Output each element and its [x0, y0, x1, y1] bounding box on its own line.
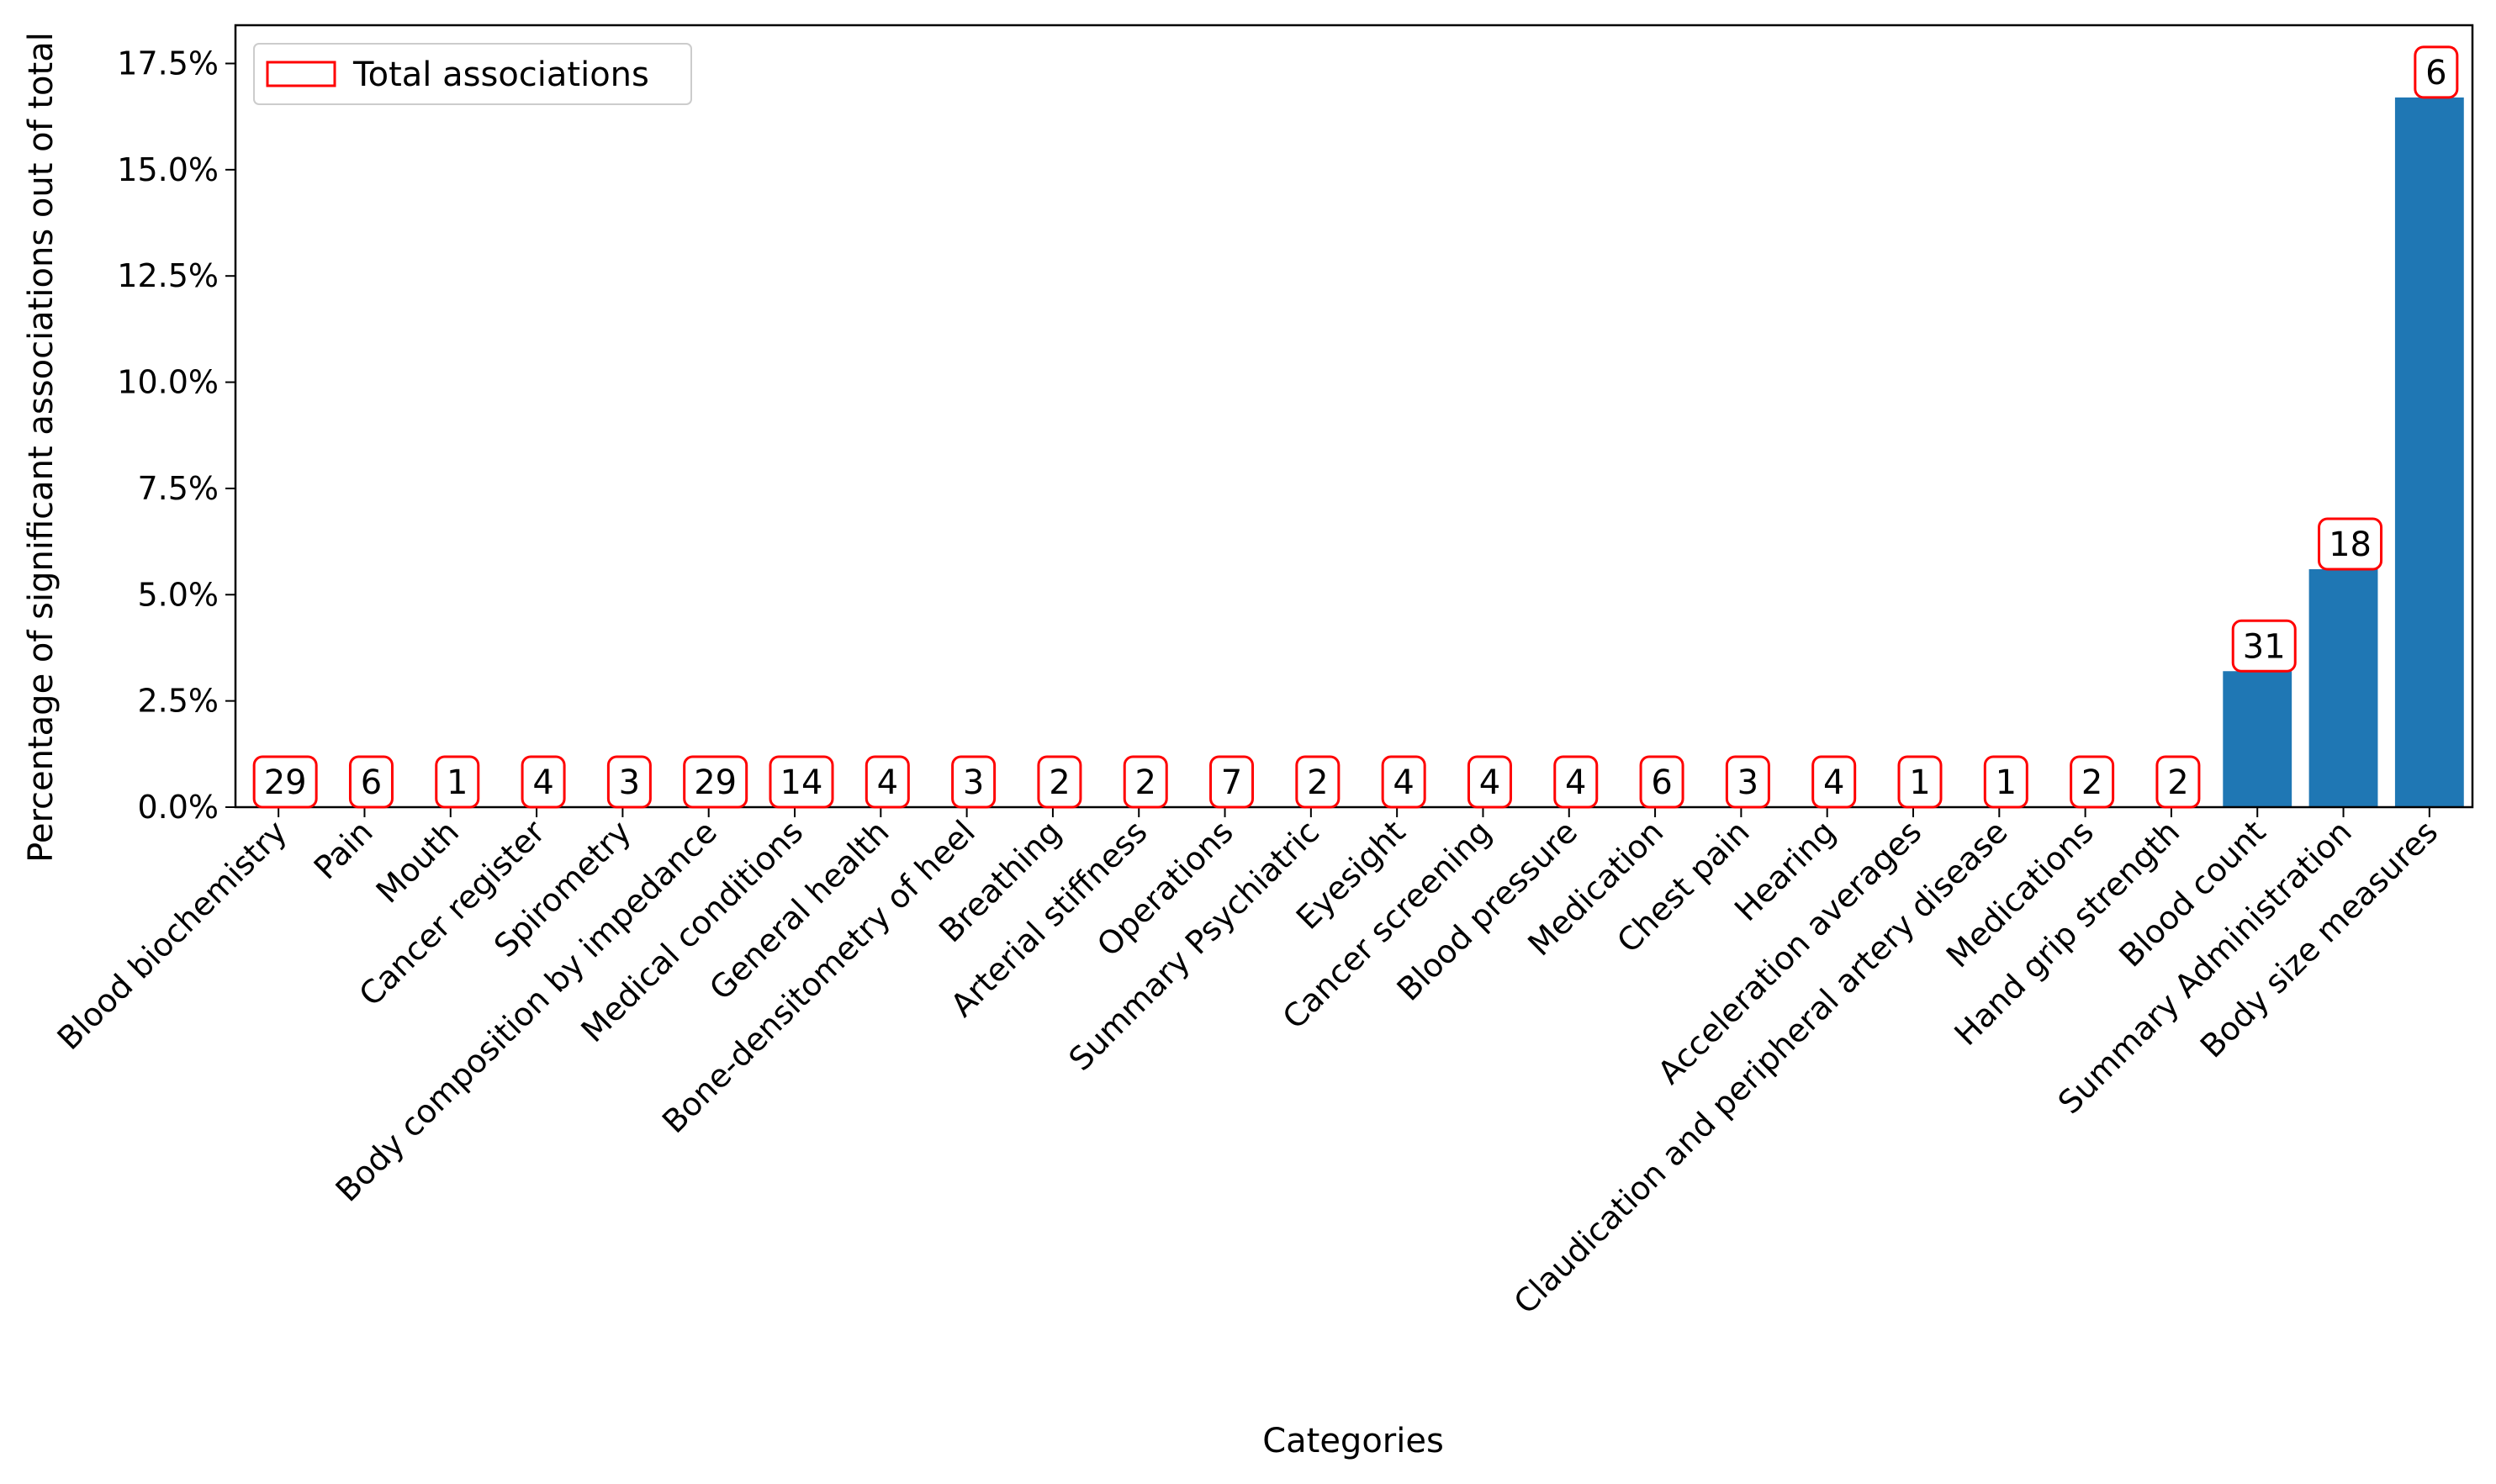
bar-24: [2308, 568, 2378, 807]
count-label: 1: [1909, 763, 1930, 802]
count-box: [2414, 45, 2459, 99]
count-box: [2070, 755, 2115, 809]
plot-frame: [234, 24, 2474, 809]
count-label: 31: [2243, 627, 2286, 666]
count-label: 4: [1479, 763, 1500, 802]
count-label: 4: [1565, 763, 1586, 802]
count-label: 4: [1393, 763, 1414, 802]
count-label: 7: [1221, 763, 1242, 802]
count-box: [1295, 755, 1341, 809]
count-box: [1037, 755, 1082, 809]
count-label: 3: [619, 763, 640, 802]
count-label: 29: [694, 763, 737, 802]
count-label: 2: [2081, 763, 2102, 802]
count-box: [2231, 619, 2297, 673]
x-tick-label: Blood biochemistry: [50, 813, 294, 1057]
x-tick-label: Pain: [307, 813, 380, 886]
count-label: 29: [264, 763, 307, 802]
legend-label: Total associations: [352, 55, 649, 94]
y-tick-label: 2.5%: [137, 683, 219, 720]
count-box: [769, 755, 834, 809]
count-box: [606, 755, 652, 809]
count-label: 1: [447, 763, 468, 802]
count-box: [1467, 755, 1512, 809]
count-box: [1209, 755, 1255, 809]
count-box: [1725, 755, 1770, 809]
bar-25: [2394, 97, 2464, 808]
legend: Total associations: [253, 43, 692, 105]
count-label: 2: [1049, 763, 1070, 802]
y-tick-label: 15.0%: [117, 151, 219, 188]
count-box: [951, 755, 997, 809]
count-label: 2: [1135, 763, 1156, 802]
legend-swatch: [266, 61, 336, 87]
legend-frame: [253, 43, 692, 105]
count-label: 2: [2167, 763, 2188, 802]
count-label: 6: [361, 763, 382, 802]
y-axis-label: Percentage of significant associations o…: [22, 32, 61, 863]
count-label: 4: [1823, 763, 1844, 802]
count-box: [348, 755, 394, 809]
bar-23: [2223, 671, 2292, 807]
y-tick-label: 17.5%: [117, 45, 219, 82]
count-box: [1897, 755, 1943, 809]
y-tick-label: 0.0%: [137, 789, 219, 826]
count-box: [521, 755, 566, 809]
y-tick-label: 12.5%: [117, 257, 219, 294]
count-label: 4: [877, 763, 898, 802]
count-box: [1983, 755, 2028, 809]
axes-layer: 0.0% 2.5% 5.0% 7.5% 10.0% 12.5% 15.0% 17.5% Bloo…: [50, 24, 2474, 1321]
count-box: [683, 755, 748, 809]
bars-layer: [2223, 97, 2464, 808]
count-box: [2155, 755, 2201, 809]
count-label: 6: [2425, 54, 2446, 92]
count-box: [435, 755, 480, 809]
count-label: 2: [1307, 763, 1328, 802]
count-label: 3: [1737, 763, 1758, 802]
x-tick-label: Bone-densitometry of heel: [655, 813, 982, 1140]
count-box: [2318, 517, 2383, 571]
count-label: 3: [963, 763, 984, 802]
y-tick-label: 5.0%: [137, 576, 219, 613]
count-label: 14: [780, 763, 823, 802]
count-label: 6: [1651, 763, 1672, 802]
count-box: [1553, 755, 1599, 809]
y-tick-label: 10.0%: [117, 364, 219, 401]
count-box: [1381, 755, 1426, 809]
count-box: [1639, 755, 1684, 809]
count-box: [1123, 755, 1168, 809]
count-label: 18: [2329, 525, 2372, 564]
count-label: 4: [532, 763, 553, 802]
count-box: [1811, 755, 1857, 809]
x-axis-label: Categories: [1262, 1422, 1444, 1460]
count-box: [252, 755, 318, 809]
y-tick-label: 7.5%: [137, 470, 219, 507]
count-box: [865, 755, 910, 809]
count-label: 1: [1996, 763, 2017, 802]
